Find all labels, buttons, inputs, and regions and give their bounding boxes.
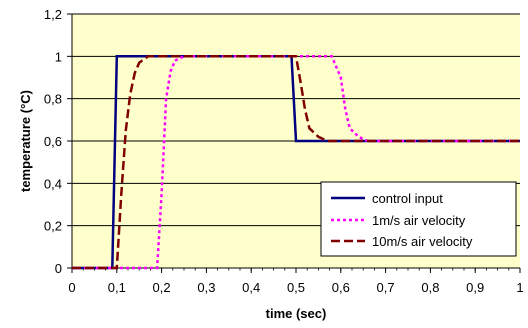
y-tick-label: 0,8 <box>44 92 62 107</box>
legend-box <box>320 181 517 257</box>
y-tick-label: 0,6 <box>44 134 62 149</box>
x-tick-label: 0,7 <box>377 280 395 295</box>
series-line-10m-s-air-velocity <box>72 55 520 270</box>
series-line-1m-s-air-velocity <box>72 55 520 270</box>
y-tick-label: 1 <box>55 49 62 64</box>
x-tick-label: 1 <box>516 280 523 295</box>
legend: control input 1m/s air velocity 10m/s ai… <box>320 181 517 257</box>
y-tick-label: 0,4 <box>44 176 62 191</box>
x-tick-label: 0,5 <box>287 280 305 295</box>
series-lines <box>72 55 520 270</box>
legend-label-1ms: 1m/s air velocity <box>372 213 466 228</box>
x-tick-label: 0 <box>68 280 75 295</box>
y-axis-ticks: 0 0,2 0,4 0,6 0,8 1 1,2 <box>44 7 72 276</box>
x-tick-label: 0,6 <box>332 280 350 295</box>
x-tick-label: 0,4 <box>242 280 260 295</box>
x-axis-title: time (sec) <box>266 306 327 321</box>
x-tick-label: 0,9 <box>466 280 484 295</box>
x-tick-label: 0,3 <box>197 280 215 295</box>
y-tick-label: 0 <box>55 261 62 276</box>
x-tick-label: 0,1 <box>108 280 126 295</box>
y-tick-label: 0,2 <box>44 219 62 234</box>
x-axis-ticks: 0 0,1 0,2 0,3 0,4 0,5 0,6 0,7 0,8 0,9 1 <box>68 268 524 295</box>
x-tick-label: 0,2 <box>153 280 171 295</box>
legend-label-10ms: 10m/s air velocity <box>372 234 473 249</box>
x-tick-label: 0,8 <box>421 280 439 295</box>
legend-label-control-input: control input <box>372 191 443 206</box>
y-tick-label: 1,2 <box>44 7 62 22</box>
y-axis-title: temperature (°C) <box>18 90 33 192</box>
